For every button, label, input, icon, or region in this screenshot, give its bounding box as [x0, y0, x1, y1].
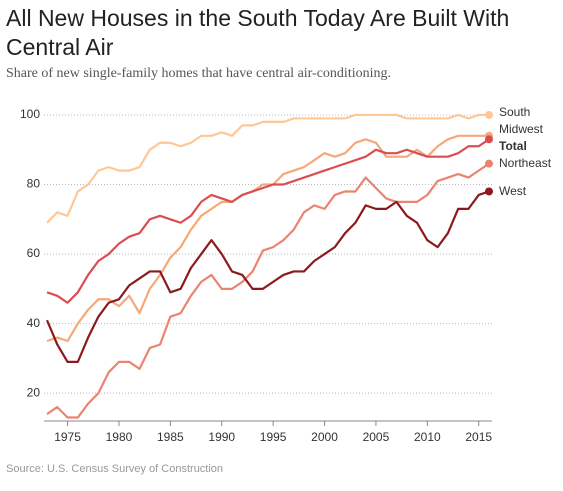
- series-line: [46, 138, 490, 304]
- x-tick-label: 1980: [106, 430, 133, 444]
- end-dot: [485, 110, 493, 119]
- series-line: [46, 113, 489, 224]
- series-line: [45, 190, 490, 363]
- x-tick-label: 1990: [208, 430, 235, 444]
- y-tick-label: 40: [27, 316, 41, 330]
- legend-label: South: [499, 105, 530, 119]
- series-line: [46, 162, 490, 419]
- end-dot: [485, 159, 493, 168]
- x-tick-label: 1995: [260, 430, 287, 444]
- y-tick-label: 80: [27, 177, 41, 191]
- x-tick-label: 1985: [157, 430, 184, 444]
- x-tick-label: 2000: [311, 430, 338, 444]
- chart-title: All New Houses in the South Today Are Bu…: [6, 5, 510, 60]
- x-tick-label: 2015: [465, 430, 492, 444]
- source-note: Source: U.S. Census Survey of Constructi…: [6, 463, 224, 475]
- x-tick-label: 2005: [363, 430, 390, 444]
- legend-label: Northeast: [499, 156, 552, 170]
- end-dot: [485, 135, 493, 144]
- y-tick-label: 60: [27, 246, 41, 260]
- series-line: [46, 134, 489, 343]
- chart-subtitle: Share of new single-family homes that ha…: [6, 66, 391, 81]
- y-tick-label: 20: [27, 385, 41, 399]
- legend-label: West: [499, 184, 527, 198]
- end-dot: [485, 187, 493, 196]
- y-tick-label: 100: [20, 107, 40, 121]
- legend-label: Midwest: [499, 122, 544, 136]
- legend-label: Total: [499, 139, 527, 153]
- x-tick-label: 2010: [414, 430, 441, 444]
- x-tick-label: 1975: [54, 430, 81, 444]
